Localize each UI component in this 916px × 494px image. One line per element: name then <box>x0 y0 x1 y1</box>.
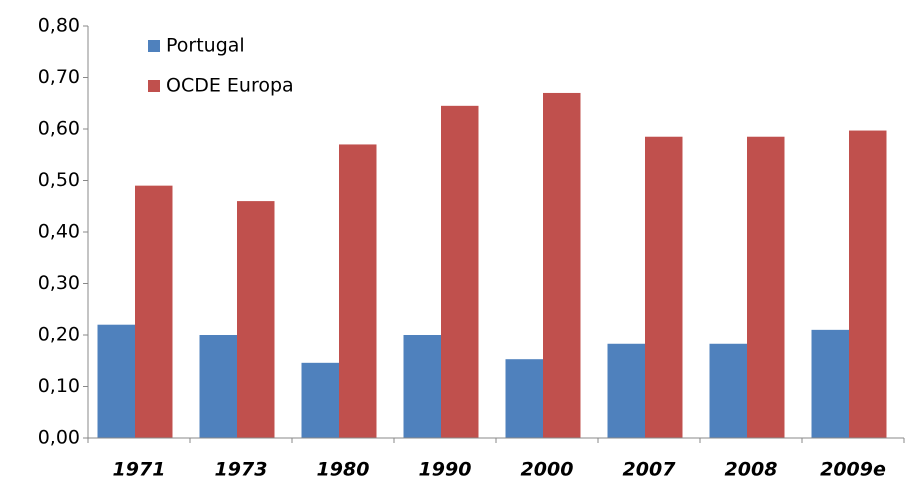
x-tick-label: 1980 <box>317 459 370 481</box>
y-tick-label: 0,70 <box>38 66 80 88</box>
bar <box>237 201 275 438</box>
y-tick-label: 0,40 <box>38 221 80 243</box>
bar <box>543 92 581 438</box>
legend-swatch <box>148 40 160 52</box>
bar <box>849 130 887 439</box>
legend-label: OCDE Europa <box>166 75 294 97</box>
bar <box>505 359 543 438</box>
x-tick-label: 1990 <box>419 459 472 481</box>
bar <box>339 144 377 438</box>
bar <box>97 324 135 438</box>
x-tick-label: 2000 <box>521 459 574 481</box>
x-tick-label: 1971 <box>113 459 166 481</box>
y-tick-label: 0,30 <box>38 272 80 294</box>
y-tick-label: 0,20 <box>38 324 80 346</box>
bar <box>811 329 849 438</box>
legend-swatch <box>148 80 160 92</box>
bar <box>301 362 339 438</box>
y-tick-label: 0,60 <box>38 118 80 140</box>
legend-label: Portugal <box>166 35 245 57</box>
x-tick-label: 2008 <box>725 459 778 481</box>
x-tick-label: 2007 <box>623 459 677 481</box>
bar <box>607 343 645 438</box>
y-tick-label: 0,80 <box>38 15 80 37</box>
bar <box>199 335 237 438</box>
x-tick-label: 2009e <box>820 459 886 481</box>
bar <box>645 136 683 438</box>
y-tick-label: 0,50 <box>38 169 80 191</box>
x-tick-label: 1973 <box>215 459 268 481</box>
y-tick-label: 0,00 <box>38 427 80 449</box>
bar <box>441 105 479 438</box>
bar <box>135 185 173 438</box>
bar <box>747 136 785 438</box>
bar <box>403 335 441 438</box>
y-tick-label: 0,10 <box>38 375 80 397</box>
bar <box>709 343 747 438</box>
